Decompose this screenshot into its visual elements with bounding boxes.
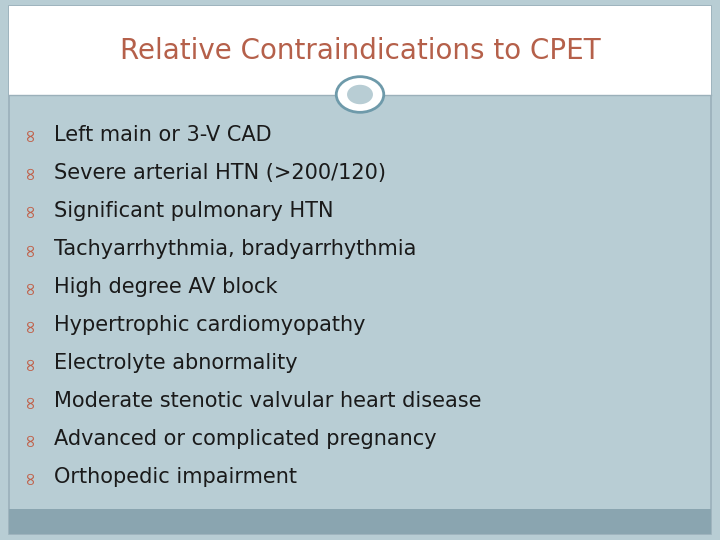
Circle shape	[336, 77, 384, 112]
Text: Hypertrophic cardiomyopathy: Hypertrophic cardiomyopathy	[54, 315, 366, 335]
Text: Left main or 3-V CAD: Left main or 3-V CAD	[54, 125, 271, 145]
Text: Electrolyte abnormality: Electrolyte abnormality	[54, 353, 297, 373]
Text: Severe arterial HTN (>200/120): Severe arterial HTN (>200/120)	[54, 163, 386, 183]
Text: Advanced or complicated pregnancy: Advanced or complicated pregnancy	[54, 429, 436, 449]
Text: ∞: ∞	[22, 470, 40, 485]
Text: ∞: ∞	[22, 241, 40, 256]
Text: ∞: ∞	[22, 165, 40, 180]
FancyBboxPatch shape	[9, 6, 711, 534]
Text: Relative Contraindications to CPET: Relative Contraindications to CPET	[120, 37, 600, 65]
Text: High degree AV block: High degree AV block	[54, 277, 277, 297]
Bar	[9, 6, 711, 94]
Text: ∞: ∞	[22, 432, 40, 447]
Text: ∞: ∞	[22, 394, 40, 409]
Text: Tachyarrhythmia, bradyarrhythmia: Tachyarrhythmia, bradyarrhythmia	[54, 239, 416, 259]
Circle shape	[347, 85, 373, 104]
Text: ∞: ∞	[22, 318, 40, 333]
Text: Moderate stenotic valvular heart disease: Moderate stenotic valvular heart disease	[54, 392, 482, 411]
Text: Significant pulmonary HTN: Significant pulmonary HTN	[54, 201, 333, 221]
Text: ∞: ∞	[22, 356, 40, 371]
Text: ∞: ∞	[22, 127, 40, 143]
Bar	[9, 509, 711, 534]
Text: Orthopedic impairment: Orthopedic impairment	[54, 468, 297, 488]
Text: ∞: ∞	[22, 280, 40, 295]
Text: ∞: ∞	[22, 204, 40, 219]
